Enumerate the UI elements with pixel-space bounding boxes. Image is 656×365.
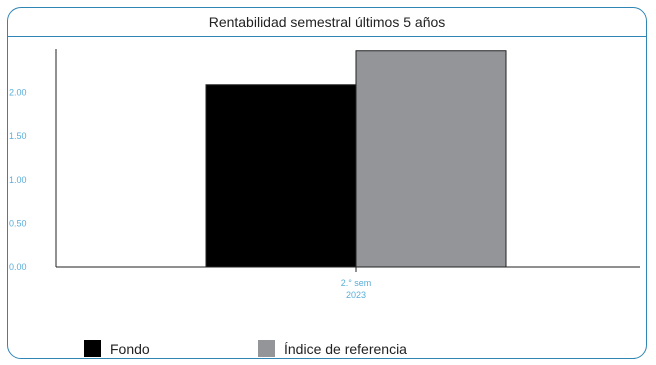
legend-swatch-fondo [84, 340, 101, 357]
chart-title: Rentabilidad semestral últimos 5 años [8, 8, 646, 37]
x-axis-ticks: 2.° sem 2023 [341, 267, 372, 300]
legend-swatch-indice-de-referencia [258, 340, 275, 357]
bar-indice-de-referencia [355, 50, 507, 268]
legend-label-indice-de-referencia: Índice de referencia [284, 340, 407, 357]
legend-label-fondo: Fondo [110, 340, 150, 357]
y-tick-label: 2.00 [9, 88, 27, 98]
y-tick-label: 0.50 [9, 218, 27, 228]
y-axis-ticks: 0.00 0.50 1.00 1.50 2.00 [9, 88, 27, 272]
bar-fondo [205, 84, 357, 268]
x-tick-label-line2: 2023 [346, 290, 366, 300]
chart-frame: Rentabilidad semestral últimos 5 años [7, 7, 647, 359]
y-tick-label: 1.00 [9, 175, 27, 185]
legend-item-indice-de-referencia: Índice de referencia [258, 340, 407, 357]
bars [205, 50, 507, 268]
legend-item-fondo: Fondo [84, 340, 150, 357]
x-tick-label-line1: 2.° sem [341, 278, 372, 288]
y-tick-label: 0.00 [9, 262, 27, 272]
y-tick-label: 1.50 [9, 131, 27, 141]
